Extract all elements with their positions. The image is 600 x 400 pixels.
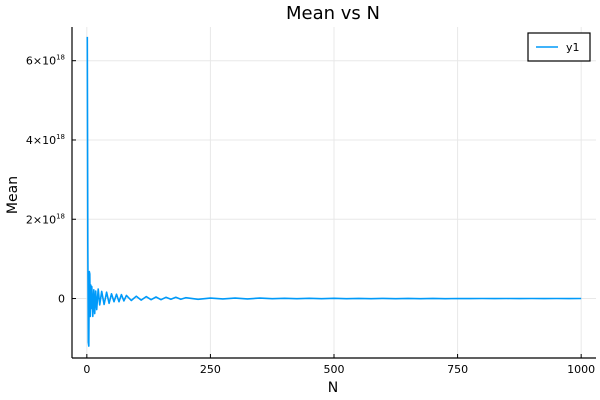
- axes: [71, 27, 596, 359]
- series-layer: [86, 36, 582, 347]
- x-tick-label: 500: [324, 363, 345, 376]
- chart-title: Mean vs N: [286, 3, 380, 24]
- y-tick-label: 4×1018: [26, 133, 65, 147]
- legend-label: y1: [566, 41, 580, 54]
- y-tick-label: 0: [58, 293, 65, 306]
- y-tick-label: 2×1018: [26, 212, 65, 226]
- x-tick-label: 750: [447, 363, 468, 376]
- grid: [72, 27, 596, 358]
- y-tick-label: 6×1018: [26, 54, 65, 68]
- series-line-y1: [86, 36, 582, 347]
- legend: y1: [527, 32, 591, 62]
- x-tick-label: 1000: [567, 363, 595, 376]
- y-axis-label: Mean: [5, 176, 21, 214]
- x-axis-label: N: [328, 380, 338, 396]
- x-tick-label: 250: [200, 363, 221, 376]
- x-tick-label: 0: [83, 363, 90, 376]
- tick-labels: 0 250 500 750 1000 0 2×1018 4×1018 6×1018: [26, 54, 595, 376]
